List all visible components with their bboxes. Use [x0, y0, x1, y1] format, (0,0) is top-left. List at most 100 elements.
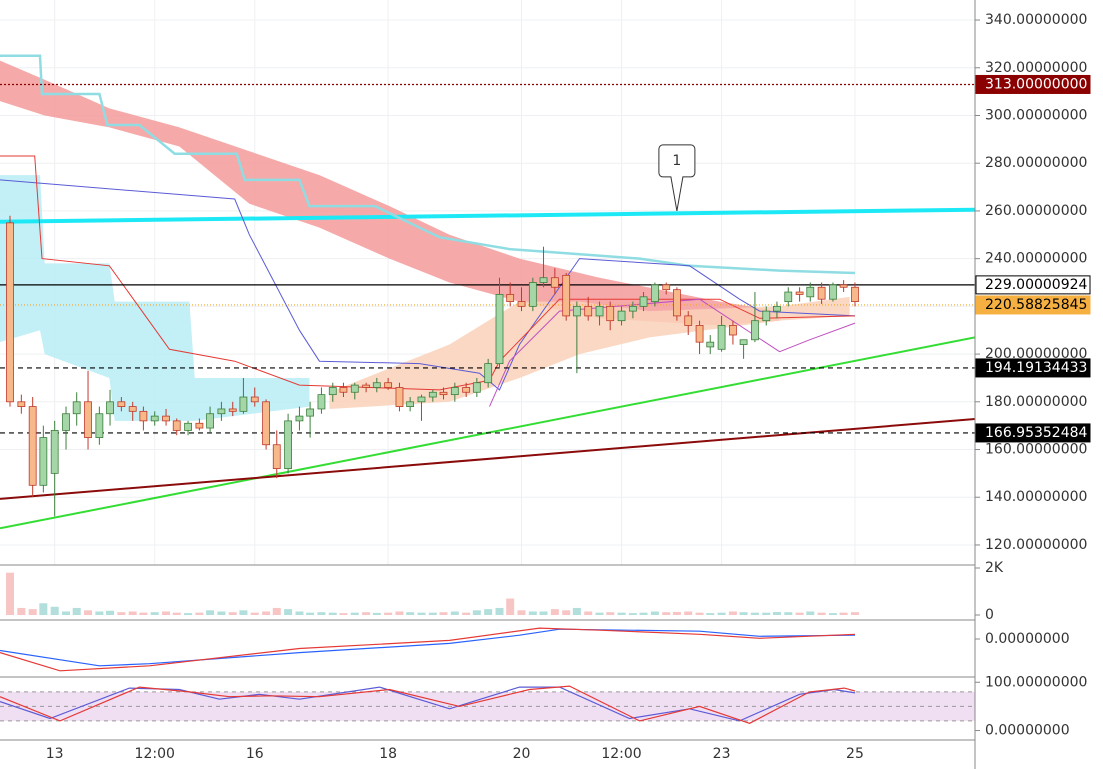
- volume-bar: [395, 611, 404, 615]
- y-tick-label: 140.00000000: [985, 489, 1087, 505]
- x-tick-label: 12:00: [135, 746, 175, 762]
- volume-bar: [528, 611, 537, 615]
- volume-bar: [328, 612, 337, 615]
- candle-body: [228, 408, 237, 412]
- candle-body: [672, 289, 681, 317]
- candle-body: [372, 382, 381, 388]
- candle-body: [139, 410, 148, 422]
- y-tick-label: 320.00000000: [985, 60, 1087, 76]
- volume-bar: [762, 612, 771, 615]
- candle-body: [751, 320, 759, 341]
- volume-bar: [195, 612, 204, 615]
- y-tick-label: 260.00000000: [985, 203, 1087, 219]
- volume-bar: [106, 610, 115, 615]
- volume-bar: [206, 610, 215, 615]
- candle-body: [550, 277, 559, 288]
- volume-bar: [595, 612, 604, 615]
- candle-body: [495, 294, 504, 365]
- candle-body: [328, 387, 337, 396]
- candle-body: [428, 391, 437, 398]
- volume-bar: [28, 609, 37, 615]
- stoch-line: [0, 685, 856, 724]
- candle-body: [172, 420, 181, 431]
- candle-body: [106, 401, 114, 415]
- volume-bar: [150, 612, 159, 615]
- y-tick-label: 180.00000000: [985, 394, 1087, 410]
- volume-bar: [84, 610, 93, 615]
- volume-bar: [517, 610, 526, 615]
- volume-bar: [439, 612, 448, 615]
- volume-bar: [95, 611, 104, 615]
- candle-body: [406, 401, 415, 407]
- volume-bar: [6, 572, 15, 615]
- volume-bar: [539, 611, 548, 615]
- volume-bar: [250, 612, 259, 615]
- candle-body: [72, 401, 81, 415]
- candle-body: [829, 284, 837, 300]
- volume-bar: [506, 598, 515, 615]
- volume-bar: [628, 613, 637, 615]
- volume-bar: [39, 603, 48, 615]
- candle-body: [539, 277, 548, 283]
- candle-body: [572, 305, 581, 317]
- candle-body: [795, 291, 804, 295]
- candle-body: [762, 310, 771, 322]
- candle-body: [506, 294, 515, 302]
- y-tick-label: 0: [985, 607, 994, 623]
- volume-bar: [817, 612, 826, 615]
- volume-bar: [62, 611, 71, 615]
- volume-bar: [772, 611, 781, 615]
- volume-bar: [662, 612, 671, 615]
- volume-bar: [339, 613, 348, 615]
- candle-body: [851, 286, 859, 302]
- candle-body: [628, 305, 637, 312]
- y-tick-label: 100.00000000: [985, 674, 1087, 690]
- volume-bar: [272, 607, 281, 615]
- volume-bar: [828, 613, 837, 615]
- volume-bar: [695, 612, 704, 615]
- candle-body: [395, 387, 404, 407]
- y-tick-label: 300.00000000: [985, 107, 1087, 123]
- candle-body: [339, 387, 348, 393]
- candle-body: [162, 415, 170, 422]
- candle-body: [28, 406, 37, 486]
- candle-body: [472, 382, 481, 393]
- candle-body: [239, 396, 248, 412]
- candle-body: [528, 282, 537, 307]
- candle-body: [384, 382, 393, 388]
- candle-body: [50, 430, 59, 474]
- volume-bar: [850, 612, 859, 615]
- volume-bar: [784, 612, 793, 615]
- candle-body: [6, 222, 14, 403]
- candle-body: [195, 422, 204, 429]
- volume-bar: [262, 611, 271, 615]
- volume-bar: [306, 612, 315, 615]
- volume-bar: [728, 611, 737, 615]
- price-label: 194.19134433: [985, 360, 1087, 376]
- price-label: 220.58825845: [985, 297, 1087, 313]
- candle-body: [695, 325, 704, 343]
- y-tick-label: 120.00000000: [985, 537, 1087, 553]
- volume-bar: [17, 607, 26, 615]
- candle-body: [362, 384, 371, 388]
- volume-bar: [217, 611, 226, 615]
- candle-body: [450, 387, 459, 396]
- volume-bar: [50, 606, 59, 615]
- candle-body: [662, 284, 671, 291]
- macd-line: [0, 628, 856, 667]
- volume-bar: [584, 611, 593, 615]
- candle-body: [639, 296, 648, 307]
- candle-body: [272, 444, 281, 470]
- candle-body: [84, 401, 92, 438]
- volume-bar: [672, 611, 681, 615]
- y-tick-label: 0.00000000: [985, 723, 1070, 739]
- candle-body: [250, 396, 259, 403]
- candle-body: [773, 305, 781, 312]
- candle-body: [650, 284, 659, 302]
- y-tick-label: 0.00000000: [985, 631, 1070, 647]
- price-label: 166.95352484: [985, 425, 1088, 441]
- y-tick-label: 240.00000000: [985, 251, 1087, 267]
- volume-bar: [384, 612, 393, 615]
- volume-bar: [750, 612, 759, 615]
